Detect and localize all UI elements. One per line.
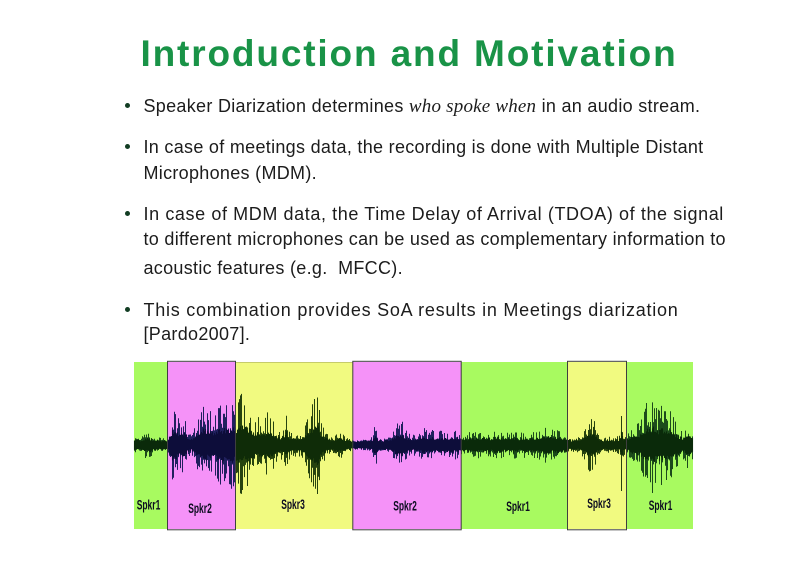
svg-text:Spkr3: Spkr3 [587,495,611,511]
svg-text:Spkr2: Spkr2 [393,498,417,514]
svg-text:Spkr1: Spkr1 [506,498,530,514]
svg-text:Spkr2: Spkr2 [188,500,212,516]
svg-text:Spkr3: Spkr3 [281,496,305,512]
svg-text:Spkr1: Spkr1 [137,497,161,513]
svg-text:Spkr1: Spkr1 [649,497,673,513]
